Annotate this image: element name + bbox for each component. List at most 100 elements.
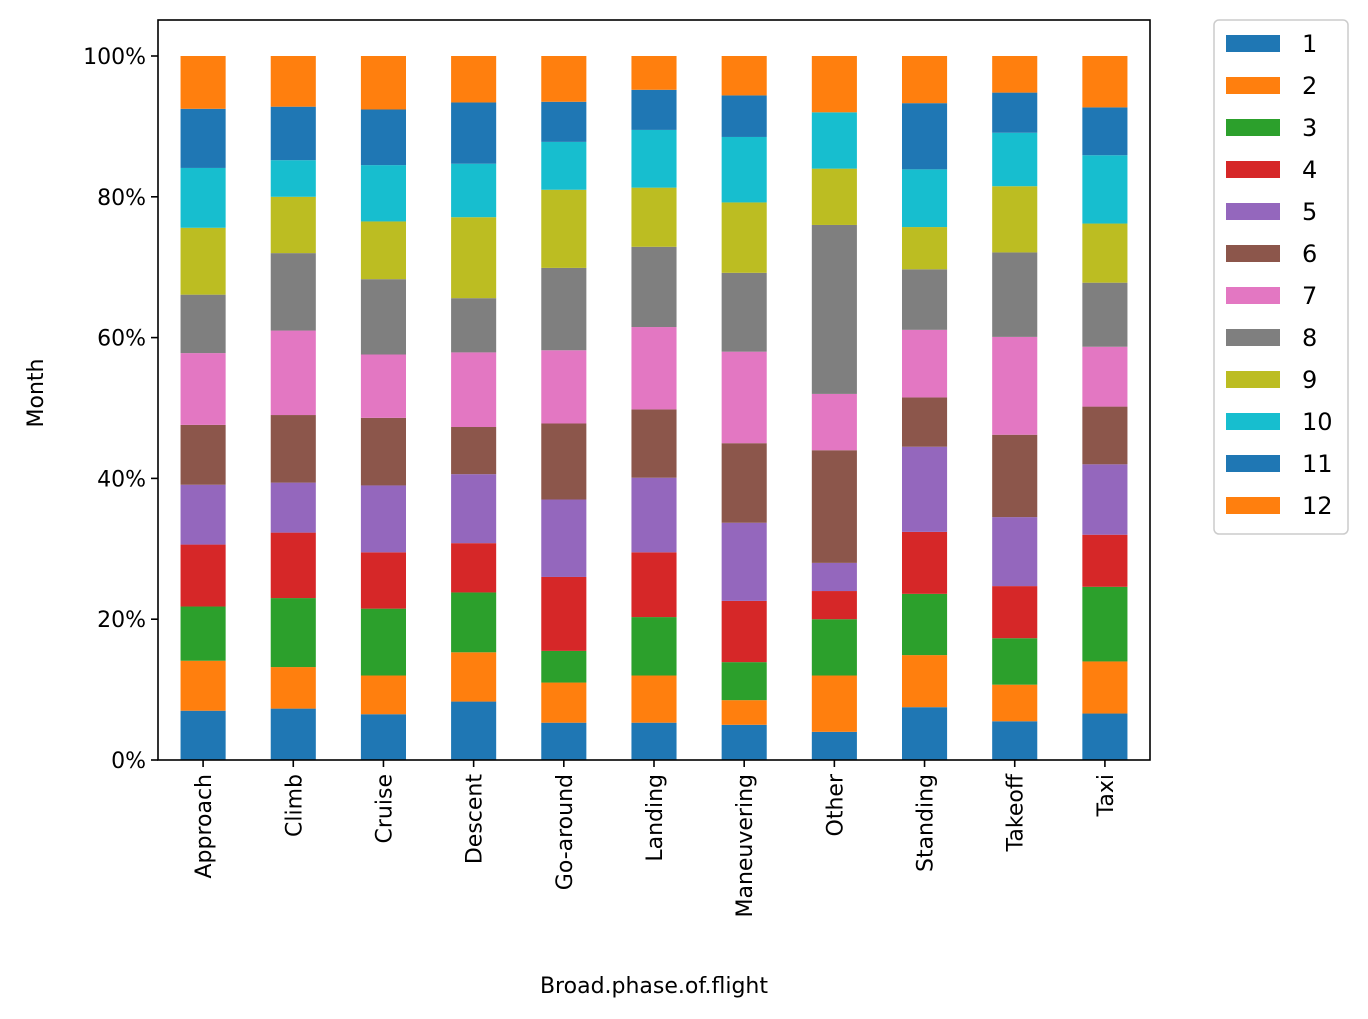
bar-segment-takeoff-month-3 [992,638,1038,685]
bar-segment-takeoff-month-1 [992,721,1038,760]
legend-swatch-2 [1226,77,1280,94]
bar-segment-other-month-12 [811,56,857,113]
bar-segment-cruise-month-7 [360,354,406,418]
bar-segment-cruise-month-2 [360,675,406,715]
bar-segment-approach-month-4 [180,544,226,607]
bar-segment-standing-month-10 [902,169,948,228]
bar-segment-maneuvering-month-12 [721,56,767,96]
bar-segment-landing-month-6 [631,409,677,478]
bar-segment-takeoff-month-6 [992,434,1038,518]
legend-label-8: 8 [1302,324,1317,352]
bar-segment-go-around-month-1 [541,722,587,760]
bar-segment-climb-month-10 [270,160,316,197]
legend-swatch-9 [1226,371,1280,388]
bar-segment-approach-month-12 [180,56,226,109]
bar-segment-other-month-6 [811,450,857,563]
bar-segment-climb-month-11 [270,106,316,161]
x-axis: Approach Climb Cruise Descent Go-around Landi… [192,760,1119,918]
bar-segment-go-around-month-6 [541,423,587,500]
legend-label-9: 9 [1302,366,1317,394]
bar-segment-approach-month-11 [180,108,226,168]
bar-segment-takeoff-month-11 [992,92,1038,133]
legend-label-7: 7 [1302,282,1317,310]
bar-segment-approach-month-3 [180,606,226,661]
bar-segment-descent-month-11 [451,102,497,164]
bar-segment-maneuvering-month-7 [721,351,767,444]
bar-segment-descent-month-7 [451,352,497,427]
x-tick-label: Takeoff [1004,773,1029,852]
bar-segment-descent-month-5 [451,474,497,544]
bar-segment-descent-month-8 [451,298,497,353]
bar-segment-standing-month-9 [902,227,948,270]
bar-segment-standing-month-4 [902,531,948,594]
bar-segment-other-month-4 [811,591,857,620]
legend-label-6: 6 [1302,240,1317,268]
bar-segment-other-month-3 [811,619,857,676]
bar-segment-descent-month-10 [451,163,497,218]
legend-swatch-1 [1226,35,1280,52]
bar-segment-maneuvering-month-3 [721,662,767,701]
bar-segment-cruise-month-5 [360,485,406,553]
bar-segment-climb-month-4 [270,532,316,599]
bar-segment-cruise-month-12 [360,56,406,110]
bar-segment-descent-month-6 [451,427,497,475]
bar-segment-go-around-month-4 [541,576,587,651]
bar-segment-maneuvering-month-10 [721,136,767,203]
bar-segment-approach-month-7 [180,353,226,425]
legend-swatch-8 [1226,329,1280,346]
bar-segment-landing-month-2 [631,675,677,723]
bar-segment-climb-month-9 [270,196,316,254]
bar-segment-takeoff-month-7 [992,336,1038,435]
legend-label-4: 4 [1302,156,1317,184]
bar-segment-other-month-1 [811,731,857,760]
x-tick-label: Descent [463,774,488,865]
bar-segment-approach-month-2 [180,660,226,711]
legend-label-3: 3 [1302,114,1317,142]
x-tick-label: Go-around [553,774,578,890]
legend-swatch-3 [1226,119,1280,136]
bar-segment-taxi-month-7 [1082,346,1128,407]
legend-swatch-12 [1226,497,1280,514]
bar-segment-go-around-month-9 [541,189,587,268]
y-tick-label: 60% [97,327,146,352]
bar-segment-go-around-month-5 [541,499,587,577]
bar-segment-climb-month-6 [270,415,316,483]
bar-segment-maneuvering-month-5 [721,522,767,601]
bar-segment-taxi-month-11 [1082,107,1128,156]
bar-segment-maneuvering-month-4 [721,600,767,663]
bar-segment-cruise-month-1 [360,714,406,760]
bars-layer [180,56,1128,760]
bar-segment-landing-month-1 [631,722,677,760]
bar-segment-standing-month-7 [902,329,948,398]
bar-segment-cruise-month-9 [360,221,406,280]
bar-segment-approach-month-9 [180,227,226,295]
y-tick-label: 40% [97,467,146,492]
bar-segment-taxi-month-2 [1082,661,1128,714]
y-tick-label: 100% [83,45,146,70]
bar-segment-maneuvering-month-8 [721,272,767,352]
bar-segment-cruise-month-6 [360,417,406,486]
legend-swatch-6 [1226,245,1280,262]
legend-label-5: 5 [1302,198,1317,226]
bar-segment-descent-month-2 [451,652,497,702]
legend-swatch-7 [1226,287,1280,304]
bar-segment-standing-month-12 [902,56,948,104]
legend-label-10: 10 [1302,408,1333,436]
bar-segment-other-month-5 [811,562,857,592]
x-tick-label: Approach [192,774,217,879]
bar-segment-takeoff-month-4 [992,586,1038,639]
bar-segment-go-around-month-10 [541,141,587,190]
bar-segment-approach-month-5 [180,484,226,545]
bar-segment-cruise-month-4 [360,552,406,609]
bar-segment-maneuvering-month-6 [721,443,767,523]
x-axis-title: Broad.phase.of.flight [540,974,768,999]
bar-segment-other-month-10 [811,112,857,169]
bar-segment-cruise-month-11 [360,109,406,166]
x-tick-label: Other [823,773,848,836]
bar-segment-taxi-month-9 [1082,223,1128,283]
bar-segment-landing-month-5 [631,477,677,553]
y-tick-label: 80% [97,186,146,211]
bar-segment-other-month-9 [811,168,857,225]
